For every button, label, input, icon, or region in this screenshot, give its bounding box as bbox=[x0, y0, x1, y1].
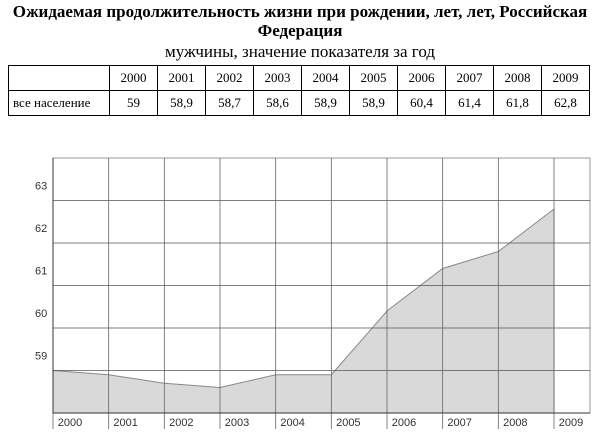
x-tick-label: 2009 bbox=[559, 417, 583, 429]
y-tick-label: 60 bbox=[35, 308, 47, 320]
x-tick-label: 2004 bbox=[280, 417, 304, 429]
cell: 58,6 bbox=[253, 90, 302, 116]
column-header: 2004 bbox=[301, 65, 350, 91]
cell: 58,9 bbox=[157, 90, 206, 116]
x-tick-label: 2008 bbox=[503, 417, 527, 429]
column-header: 2005 bbox=[349, 65, 398, 91]
x-tick-label: 2001 bbox=[113, 417, 137, 429]
data-table: 2000 2001 2002 2003 2004 2005 2006 2007 2008 2009… bbox=[8, 65, 590, 116]
cell: 58,9 bbox=[301, 90, 350, 116]
title: Ожидаемая продолжительность жизни при ро… bbox=[12, 2, 588, 40]
y-tick-label: 62 bbox=[35, 223, 47, 235]
column-header: 2001 bbox=[157, 65, 206, 91]
y-tick-label: 61 bbox=[35, 265, 47, 277]
row-label: все население bbox=[8, 90, 110, 116]
x-tick-label: 2005 bbox=[336, 417, 360, 429]
cell: 62,8 bbox=[541, 90, 590, 116]
x-tick-label: 2007 bbox=[447, 417, 471, 429]
cell: 61,8 bbox=[493, 90, 542, 116]
y-tick-label: 59 bbox=[35, 350, 47, 362]
y-tick-label: 63 bbox=[35, 180, 47, 192]
column-header: 2008 bbox=[493, 65, 542, 91]
x-tick-label: 2000 bbox=[58, 417, 82, 429]
cell: 58,7 bbox=[205, 90, 254, 116]
x-tick-label: 2002 bbox=[169, 417, 193, 429]
subtitle: мужчины, значение показателя за год bbox=[165, 42, 435, 61]
cell: 59 bbox=[109, 90, 158, 116]
x-tick-label: 2003 bbox=[225, 417, 249, 429]
cell: 60,4 bbox=[397, 90, 446, 116]
cell: 58,9 bbox=[349, 90, 398, 116]
column-header: 2003 bbox=[253, 65, 302, 91]
x-tick-label: 2006 bbox=[392, 417, 416, 429]
cell: 61,4 bbox=[445, 90, 494, 116]
